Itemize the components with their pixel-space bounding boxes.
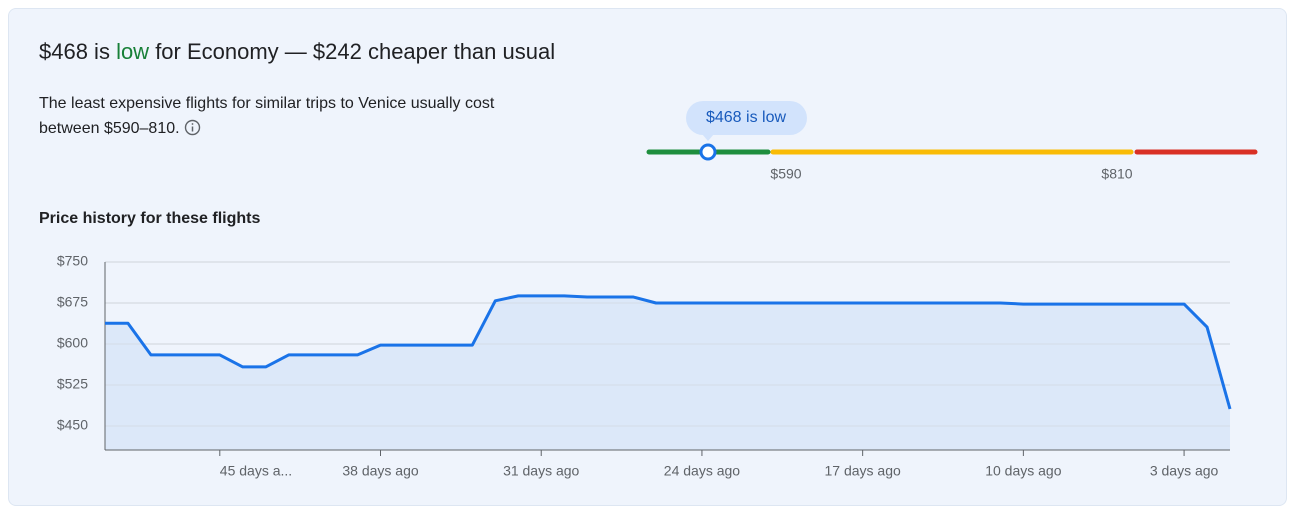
bubble-text: $468 is low — [706, 109, 786, 126]
x-tick-label: 17 days ago — [825, 463, 901, 479]
price-line — [105, 294, 1232, 410]
price-area — [105, 295, 1230, 450]
y-tick-label: $675 — [57, 294, 88, 310]
info-icon[interactable] — [184, 119, 201, 136]
range-label: $590 — [770, 166, 801, 182]
y-tick-label: $450 — [57, 417, 88, 433]
insight-description: The least expensive flights for similar … — [39, 91, 539, 141]
insight-title: $468 is low for Economy — $242 cheaper t… — [39, 39, 555, 65]
title-low: low — [116, 39, 150, 64]
range-bubble — [686, 101, 807, 135]
y-tick-label: $525 — [57, 376, 88, 392]
x-tick-label: 24 days ago — [664, 463, 740, 479]
bubble-pointer — [702, 134, 714, 141]
y-tick-label: $600 — [57, 335, 88, 351]
title-part: $468 is — [39, 39, 117, 64]
description-text: The least expensive flights for similar … — [39, 95, 495, 137]
range-label: $810 — [1101, 166, 1132, 182]
y-tick-label: $750 — [57, 253, 88, 269]
x-tick-label: 38 days ago — [342, 463, 418, 479]
x-tick-label: 31 days ago — [503, 463, 579, 479]
x-tick-label: 10 days ago — [985, 463, 1061, 479]
range-marker — [699, 143, 717, 161]
chart-title: Price history for these flights — [39, 210, 260, 227]
x-tick-label: 3 days ago — [1150, 463, 1219, 479]
title-part: for Economy — $242 cheaper than usual — [149, 39, 556, 64]
x-tick-label: 45 days a... — [220, 463, 292, 479]
